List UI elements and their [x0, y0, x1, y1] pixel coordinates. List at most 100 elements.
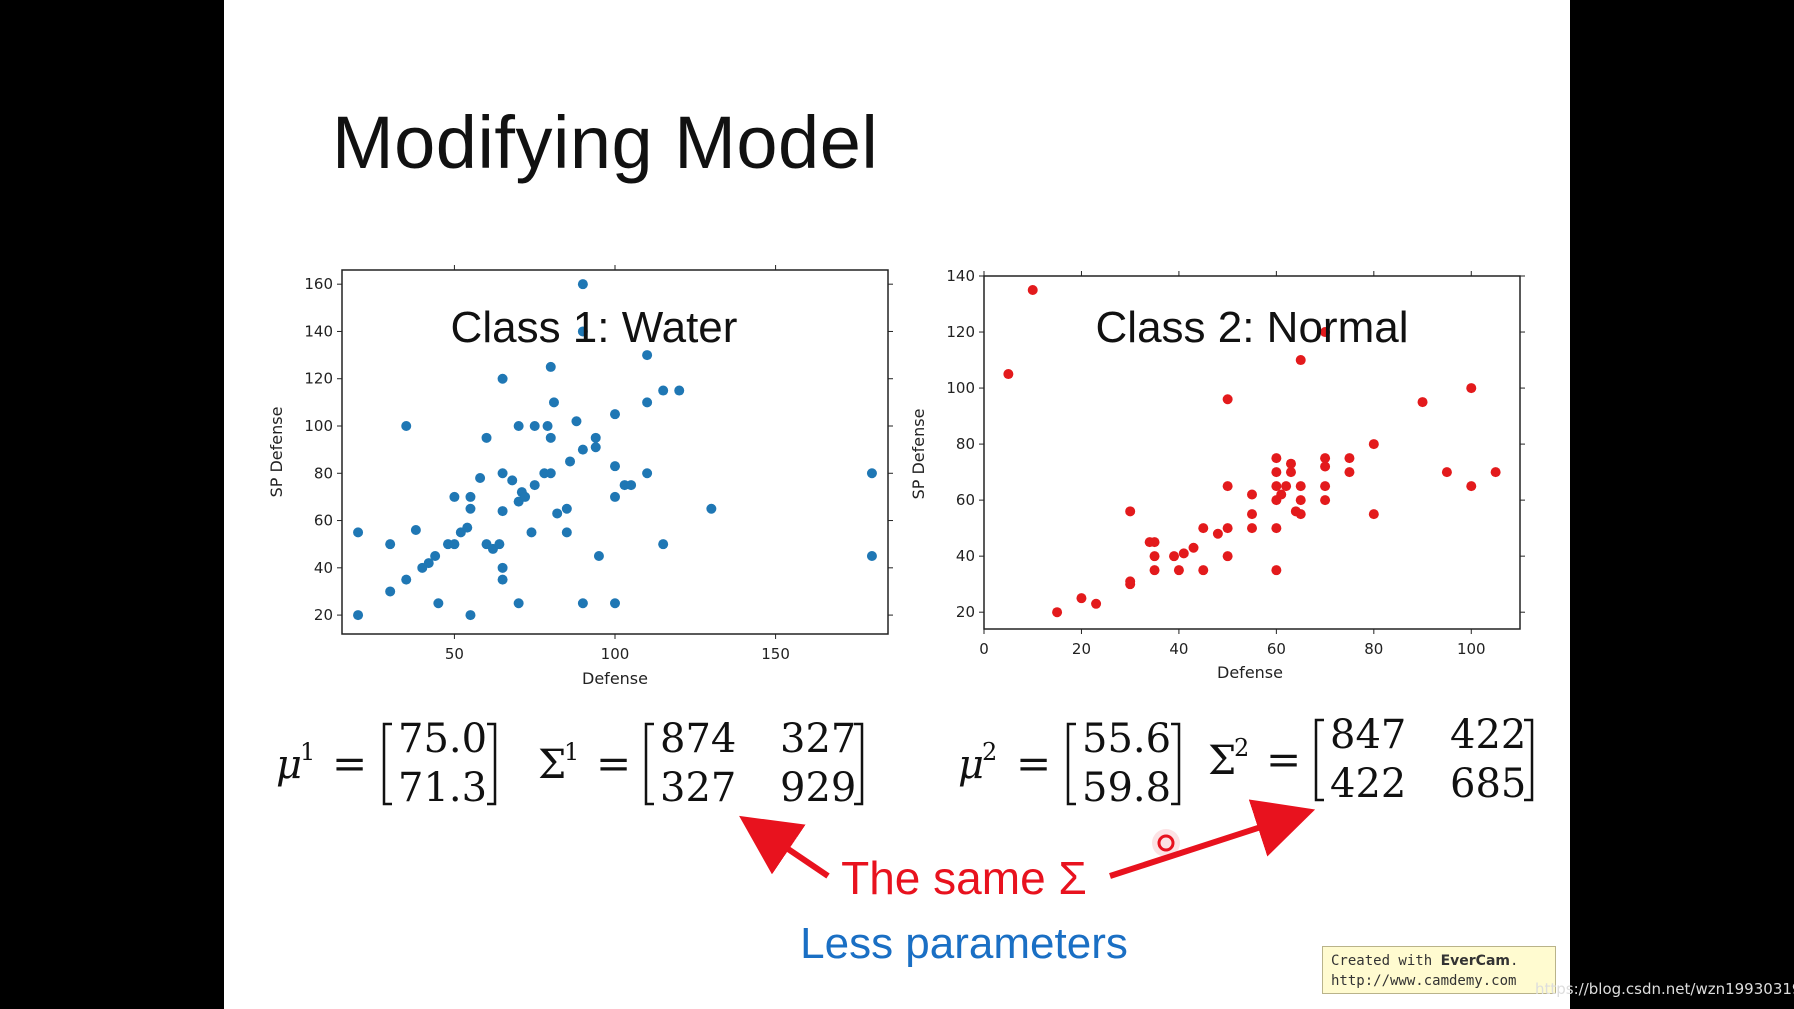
y-axis-label: SP Defense: [909, 409, 928, 500]
scatter-point: [1368, 439, 1379, 450]
scatter-point: [1188, 542, 1199, 553]
equals-sign: =: [596, 739, 631, 788]
scatter-point: [552, 508, 563, 519]
scatter-point: [497, 468, 508, 479]
sigma1-r2c2: 929: [780, 765, 856, 811]
scatter-point: [1271, 565, 1282, 576]
scatter-point: [610, 491, 620, 502]
scatter-point: [577, 326, 588, 337]
x-tick-label: 60: [1267, 640, 1286, 658]
y-tick-label: 100: [946, 379, 975, 397]
scatter-point: [497, 373, 508, 384]
mu2-value-1: 55.6: [1082, 716, 1171, 762]
scatter-point: [465, 503, 476, 514]
equals-sign: =: [1016, 739, 1051, 788]
scatter-point: [1344, 453, 1355, 464]
chart-class1-water: 50 100 150 20 40 60 80 100 120 140 160 Class 1: Wa…: [267, 265, 893, 688]
scatter-point: [1091, 598, 1102, 609]
mu-symbol: μ: [276, 742, 302, 788]
cursor-indicator: [1157, 834, 1175, 852]
sigma1-r1c2: 327: [780, 716, 856, 762]
scatter-point: [430, 551, 441, 561]
scatter-point: [423, 558, 434, 569]
scatter-point: [1125, 506, 1136, 517]
scatter-point: [561, 503, 572, 514]
scatter-point: [1222, 481, 1233, 492]
scatter-point: [401, 421, 412, 431]
scatter-point: [1198, 565, 1209, 576]
y-tick-label: 140: [304, 322, 333, 340]
scatter-point: [526, 527, 537, 538]
scatter-point: [1295, 481, 1306, 492]
y-tick-label: 60: [956, 491, 975, 509]
scatter-point: [385, 539, 396, 550]
scatter-point: [545, 361, 556, 372]
scatter-point: [1198, 523, 1209, 534]
mu-superscript: 1: [300, 738, 315, 766]
scatter-point: [590, 432, 601, 443]
scatter-point: [565, 456, 576, 467]
y-axis-label: SP Defense: [267, 407, 286, 498]
scatter-point: [642, 397, 653, 408]
sigma-symbol: Σ: [1208, 738, 1236, 784]
scatter-point: [1466, 383, 1477, 394]
sigma2-r1c2: 422: [1450, 712, 1526, 758]
x-tick-label: 40: [1169, 640, 1188, 658]
scatter-point: [529, 421, 540, 431]
arrow-left: [739, 815, 830, 879]
y-tick-label: 40: [314, 559, 333, 577]
scatter-point: [1271, 523, 1282, 534]
scatter-point: [1276, 489, 1287, 500]
scatter-point: [577, 279, 588, 290]
scatter-point: [475, 473, 486, 483]
scatter-point: [513, 598, 524, 609]
same-sigma-label: The same Σ: [841, 852, 1087, 904]
left-bracket: [1066, 722, 1076, 806]
scatter-point: [1295, 509, 1306, 520]
scatter-point: [1320, 481, 1331, 492]
right-bracket: [1171, 722, 1181, 806]
scatter-point: [1417, 397, 1428, 408]
scatter-point: [1271, 453, 1282, 464]
chart-title: Class 2: Normal: [1096, 303, 1409, 352]
scatter-point: [577, 444, 588, 455]
scatter-point: [1222, 551, 1233, 562]
evercam-watermark: Created with EverCam. http://www.camdemy…: [1322, 946, 1556, 994]
y-tick-label: 20: [956, 603, 975, 621]
scatter-point: [1247, 509, 1257, 520]
less-parameters-label: Less parameters: [800, 919, 1128, 968]
source-url: https://blog.csdn.net/wzn19930319: [1535, 980, 1794, 998]
scatter-point: [513, 421, 524, 431]
plot-frame: [983, 275, 1521, 630]
scatter-point: [353, 527, 364, 538]
scatter-point: [1003, 369, 1014, 380]
scatter-point: [1441, 467, 1452, 478]
scatter-point: [1027, 285, 1038, 296]
scatter-point: [1271, 481, 1282, 492]
scatter-point: [449, 491, 460, 502]
scatter-point: [626, 480, 637, 491]
y-tick-label: 20: [314, 606, 333, 624]
scatter-point: [1466, 481, 1477, 492]
scatter-point: [1178, 548, 1189, 559]
scatter-point: [462, 522, 473, 533]
scatter-point: [1173, 565, 1184, 576]
scatter-point: [590, 442, 601, 453]
scatter-point: [1490, 467, 1501, 478]
scatter-point: [1320, 327, 1331, 338]
sigma2-r2c1: 422: [1330, 761, 1406, 807]
scatter-point: [1285, 467, 1296, 478]
scatter-point: [1169, 551, 1180, 562]
y-tick-label: 40: [956, 547, 975, 565]
scatter-point: [610, 409, 620, 420]
scatter-point: [1247, 523, 1257, 534]
sigma-superscript: 2: [1234, 734, 1249, 762]
scatter-point: [545, 468, 556, 479]
scatter-point: [497, 574, 508, 585]
mu2-value-2: 59.8: [1082, 765, 1171, 811]
mu1-value-1: 75.0: [398, 716, 487, 762]
x-tick-label: 20: [1072, 640, 1091, 658]
y-tick-label: 80: [956, 435, 975, 453]
scatter-point: [866, 551, 877, 561]
